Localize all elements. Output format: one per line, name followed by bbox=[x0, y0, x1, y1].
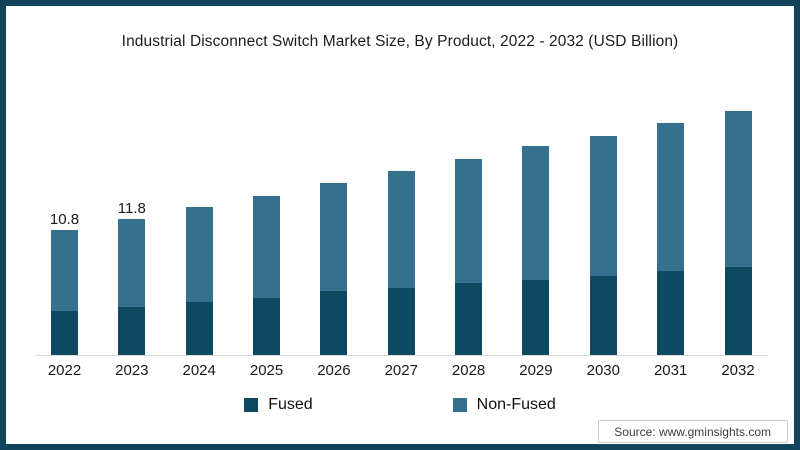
x-tick-2022: 2022 bbox=[47, 362, 82, 379]
bar-2023 bbox=[118, 218, 146, 355]
x-tick-2030: 2030 bbox=[586, 362, 620, 379]
legend: Fused Non-Fused bbox=[0, 396, 800, 414]
bar-segment-non-fused-2030 bbox=[589, 135, 617, 277]
bar-2031 bbox=[657, 122, 685, 355]
x-tick-2025: 2025 bbox=[249, 362, 284, 379]
bar-segment-fused-2027 bbox=[387, 288, 415, 355]
bar-segment-non-fused-2023 bbox=[118, 218, 146, 307]
bar-segment-non-fused-2032 bbox=[724, 111, 752, 268]
bar-segment-fused-2022 bbox=[51, 311, 78, 355]
x-tick-2023: 2023 bbox=[115, 362, 149, 379]
bar-segment-fused-2032 bbox=[724, 267, 752, 355]
bar-segment-fused-2023 bbox=[118, 306, 146, 355]
legend-swatch-non-fused bbox=[452, 398, 467, 412]
x-tick-2026: 2026 bbox=[317, 362, 351, 379]
x-tick-2031: 2031 bbox=[653, 362, 688, 379]
legend-item-fused: Fused bbox=[244, 396, 313, 414]
bar-2022 bbox=[51, 230, 78, 355]
bar-segment-non-fused-2026 bbox=[320, 182, 348, 292]
bar-2028 bbox=[455, 158, 483, 355]
bar-segment-non-fused-2022 bbox=[51, 230, 78, 312]
bar-2029 bbox=[522, 145, 550, 355]
x-axis-line bbox=[36, 355, 768, 356]
data-label-2022: 10.8 bbox=[49, 211, 80, 229]
bar-2030 bbox=[589, 135, 617, 355]
legend-label: Non-Fused bbox=[476, 396, 556, 413]
x-tick-2024: 2024 bbox=[182, 362, 216, 379]
bar-segment-non-fused-2027 bbox=[387, 171, 415, 289]
bar-segment-non-fused-2025 bbox=[253, 195, 281, 299]
bar-segment-fused-2029 bbox=[522, 279, 550, 355]
bar-segment-fused-2024 bbox=[185, 301, 213, 355]
legend-label: Fused bbox=[268, 396, 313, 413]
bar-segment-non-fused-2031 bbox=[657, 122, 685, 271]
bar-segment-fused-2028 bbox=[455, 283, 483, 355]
bar-segment-fused-2030 bbox=[589, 276, 617, 355]
bar-2024 bbox=[185, 207, 213, 355]
source-box: Source: www.gminsights.com bbox=[598, 420, 788, 443]
x-tick-2032: 2032 bbox=[721, 362, 755, 379]
bar-2025 bbox=[253, 195, 281, 355]
bar-segment-fused-2026 bbox=[320, 291, 348, 355]
bar-2032 bbox=[724, 111, 752, 355]
data-label-2023: 11.8 bbox=[117, 199, 146, 217]
bar-segment-fused-2025 bbox=[253, 298, 281, 355]
x-tick-2028: 2028 bbox=[451, 362, 486, 379]
source-text: Source: www.gminsights.com bbox=[614, 424, 771, 439]
bar-segment-non-fused-2028 bbox=[455, 158, 483, 284]
x-tick-2029: 2029 bbox=[519, 362, 553, 379]
chart-title: Industrial Disconnect Switch Market Size… bbox=[121, 33, 679, 50]
bar-segment-non-fused-2024 bbox=[185, 207, 213, 302]
bar-segment-non-fused-2029 bbox=[522, 145, 550, 280]
x-tick-2027: 2027 bbox=[384, 362, 418, 379]
bar-2026 bbox=[320, 182, 348, 355]
legend-swatch-fused bbox=[244, 398, 259, 412]
bar-2027 bbox=[387, 171, 415, 355]
bar-segment-fused-2031 bbox=[657, 270, 685, 355]
legend-item-non-fused: Non-Fused bbox=[452, 396, 556, 414]
